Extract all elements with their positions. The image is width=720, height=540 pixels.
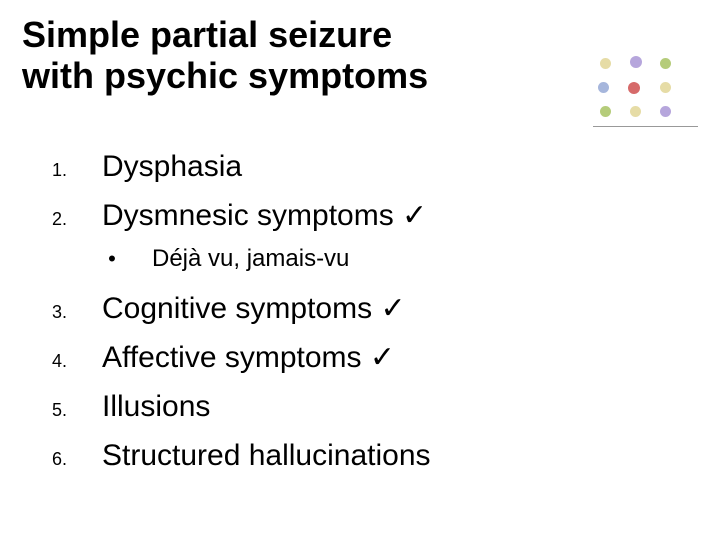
decor-dot (600, 106, 611, 117)
list-number: 6. (32, 449, 102, 470)
list-item-6: 6. Structured hallucinations (32, 436, 698, 475)
list-text: Dysphasia (102, 147, 242, 186)
list-item-3: 3. Cognitive symptoms ✓ (32, 289, 698, 328)
list-text: Dysmnesic symptoms ✓ (102, 196, 427, 235)
decor-dots (596, 56, 696, 136)
list-text: Affective symptoms ✓ (102, 338, 395, 377)
list-number: 5. (32, 400, 102, 421)
decor-dot (660, 82, 671, 93)
decor-dot (598, 82, 609, 93)
sub-item: • Déjà vu, jamais-vu (32, 245, 698, 273)
decor-dot (630, 56, 642, 68)
list-text-label: Affective symptoms (102, 341, 370, 374)
title-line-2: with psychic symptoms (22, 55, 428, 96)
list-text: Illusions (102, 387, 210, 426)
list-number: 4. (32, 351, 102, 372)
list-item-1: 1. Dysphasia (32, 147, 698, 186)
decor-dot (660, 106, 671, 117)
check-icon: ✓ (380, 292, 405, 325)
list-text: Cognitive symptoms ✓ (102, 289, 406, 328)
list-text: Structured hallucinations (102, 436, 431, 475)
list-number: 3. (32, 302, 102, 323)
sub-item-text: Déjà vu, jamais-vu (152, 245, 349, 273)
list-number: 2. (32, 209, 102, 230)
decor-dot (600, 58, 611, 69)
check-icon: ✓ (370, 341, 395, 374)
decor-dot (628, 82, 640, 94)
title-line-1: Simple partial seizure (22, 14, 392, 55)
bullet-icon: • (32, 246, 152, 272)
list-item-2: 2. Dysmnesic symptoms ✓ (32, 196, 698, 235)
decor-dot (660, 58, 671, 69)
content-list: 1. Dysphasia 2. Dysmnesic symptoms ✓ • D… (22, 147, 698, 475)
check-icon: ✓ (402, 199, 427, 232)
list-text-label: Dysmnesic symptoms (102, 199, 402, 232)
list-number: 1. (32, 160, 102, 181)
list-text-label: Cognitive symptoms (102, 292, 380, 325)
list-item-5: 5. Illusions (32, 387, 698, 426)
slide: Simple partial seizure with psychic symp… (0, 0, 720, 540)
list-item-4: 4. Affective symptoms ✓ (32, 338, 698, 377)
decor-dot (630, 106, 641, 117)
